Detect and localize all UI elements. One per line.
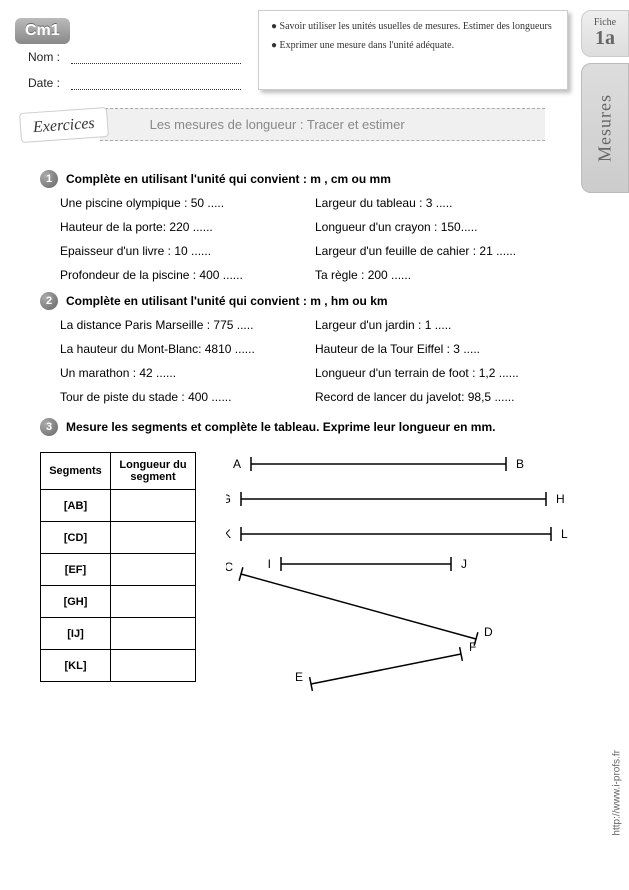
item-left: Une piscine olympique : 50 ..... xyxy=(60,196,315,210)
question-1-title: Complète en utilisant l'unité qui convie… xyxy=(66,172,391,186)
item-row: Profondeur de la piscine : 400 ......Ta … xyxy=(60,268,580,282)
segment-name-cell: [AB] xyxy=(41,490,111,522)
goals-box: ● Savoir utiliser les unités usuelles de… xyxy=(258,10,568,90)
table-row: [EF] xyxy=(41,554,196,586)
title-ribbon: Exercices Les mesures de longueur : Trac… xyxy=(20,108,545,141)
segment-length-cell xyxy=(111,618,196,650)
segments-diagram: A B G H K L I J C D E F xyxy=(226,444,580,694)
table-row: [GH] xyxy=(41,586,196,618)
table-row: [CD] xyxy=(41,522,196,554)
svg-text:A: A xyxy=(233,457,241,471)
page-title: Les mesures de longueur : Tracer et esti… xyxy=(100,108,545,141)
worksheet-page: Cm1 Nom : Date : ● Savoir utiliser les u… xyxy=(0,0,629,890)
question-2-items: La distance Paris Marseille : 775 .....L… xyxy=(60,318,580,404)
svg-text:F: F xyxy=(469,640,476,654)
name-date-block: Nom : Date : xyxy=(28,50,241,102)
level-badge: Cm1 xyxy=(15,18,70,44)
subject-label: Mesures xyxy=(595,94,616,162)
item-right: Hauteur de la Tour Eiffel : 3 ..... xyxy=(315,342,480,356)
svg-text:G: G xyxy=(226,492,231,506)
table-row: [AB] xyxy=(41,490,196,522)
question-3-content: Segments Longueur du segment [AB][CD][EF… xyxy=(40,444,580,694)
item-left: Un marathon : 42 ...... xyxy=(60,366,315,380)
item-right: Largeur d'un jardin : 1 ..... xyxy=(315,318,451,332)
question-2-title: Complète en utilisant l'unité qui convie… xyxy=(66,294,388,308)
table-header-segment: Segments xyxy=(41,453,111,490)
item-right: Largeur du tableau : 3 ..... xyxy=(315,196,452,210)
segments-table: Segments Longueur du segment [AB][CD][EF… xyxy=(40,452,196,682)
goal-item: ● Exprimer une mesure dans l'unité adéqu… xyxy=(271,38,555,53)
item-right: Record de lancer du javelot: 98,5 ...... xyxy=(315,390,514,404)
segment-name-cell: [CD] xyxy=(41,522,111,554)
item-row: Un marathon : 42 ......Longueur d'un ter… xyxy=(60,366,580,380)
item-left: Profondeur de la piscine : 400 ...... xyxy=(60,268,315,282)
segment-length-cell xyxy=(111,650,196,682)
item-left: Epaisseur d'un livre : 10 ...... xyxy=(60,244,315,258)
segment-name-cell: [GH] xyxy=(41,586,111,618)
item-row: Epaisseur d'un livre : 10 ......Largeur … xyxy=(60,244,580,258)
goal-item: ● Savoir utiliser les unités usuelles de… xyxy=(271,19,555,34)
item-row: La distance Paris Marseille : 775 .....L… xyxy=(60,318,580,332)
table-header-length: Longueur du segment xyxy=(111,453,196,490)
question-3-header: 3 Mesure les segments et complète le tab… xyxy=(40,418,580,436)
item-row: Hauteur de la porte: 220 ......Longueur … xyxy=(60,220,580,234)
segment-name-cell: [KL] xyxy=(41,650,111,682)
segment-length-cell xyxy=(111,586,196,618)
side-tabs: Fiche 1a Mesures xyxy=(581,10,629,220)
segment-length-cell xyxy=(111,554,196,586)
question-2-header: 2 Complète en utilisant l'unité qui conv… xyxy=(40,292,580,310)
svg-text:K: K xyxy=(226,527,231,541)
item-left: La distance Paris Marseille : 775 ..... xyxy=(60,318,315,332)
fiche-badge: Fiche 1a xyxy=(581,10,629,57)
question-number-badge: 2 xyxy=(40,292,58,310)
svg-text:H: H xyxy=(556,492,565,506)
date-label: Date : xyxy=(28,76,68,90)
question-1-header: 1 Complète en utilisant l'unité qui conv… xyxy=(40,170,580,188)
question-1-items: Une piscine olympique : 50 .....Largeur … xyxy=(60,196,580,282)
item-row: Tour de piste du stade : 400 ......Recor… xyxy=(60,390,580,404)
item-right: Ta règle : 200 ...... xyxy=(315,268,411,282)
segment-name-cell: [EF] xyxy=(41,554,111,586)
goal-text: Savoir utiliser les unités usuelles de m… xyxy=(280,21,552,32)
svg-text:D: D xyxy=(484,625,493,639)
table-row: [IJ] xyxy=(41,618,196,650)
item-right: Largeur d'un feuille de cahier : 21 ....… xyxy=(315,244,516,258)
segment-length-cell xyxy=(111,522,196,554)
svg-text:C: C xyxy=(226,560,233,574)
question-number-badge: 3 xyxy=(40,418,58,436)
item-left: Hauteur de la porte: 220 ...... xyxy=(60,220,315,234)
exercices-badge: Exercices xyxy=(19,106,108,142)
svg-text:B: B xyxy=(516,457,524,471)
fiche-number: 1a xyxy=(582,28,628,48)
source-url: http://www.i-profs.fr xyxy=(612,750,623,836)
table-row: [KL] xyxy=(41,650,196,682)
segment-name-cell: [IJ] xyxy=(41,618,111,650)
name-field-line xyxy=(71,54,241,64)
question-number-badge: 1 xyxy=(40,170,58,188)
item-left: Tour de piste du stade : 400 ...... xyxy=(60,390,315,404)
item-left: La hauteur du Mont-Blanc: 4810 ...... xyxy=(60,342,315,356)
name-label: Nom : xyxy=(28,50,68,64)
svg-text:I: I xyxy=(268,557,271,571)
item-row: Une piscine olympique : 50 .....Largeur … xyxy=(60,196,580,210)
goal-text: Exprimer une mesure dans l'unité adéquat… xyxy=(280,40,455,51)
item-right: Longueur d'un terrain de foot : 1,2 ....… xyxy=(315,366,519,380)
segment-length-cell xyxy=(111,490,196,522)
subject-tab: Mesures xyxy=(581,63,629,193)
svg-text:L: L xyxy=(561,527,568,541)
item-row: La hauteur du Mont-Blanc: 4810 ......Hau… xyxy=(60,342,580,356)
question-3-title: Mesure les segments et complète le table… xyxy=(66,420,495,434)
svg-text:E: E xyxy=(295,670,303,684)
svg-text:J: J xyxy=(461,557,467,571)
content-area: 1 Complète en utilisant l'unité qui conv… xyxy=(40,168,580,694)
date-field-line xyxy=(71,80,241,90)
item-right: Longueur d'un crayon : 150..... xyxy=(315,220,477,234)
